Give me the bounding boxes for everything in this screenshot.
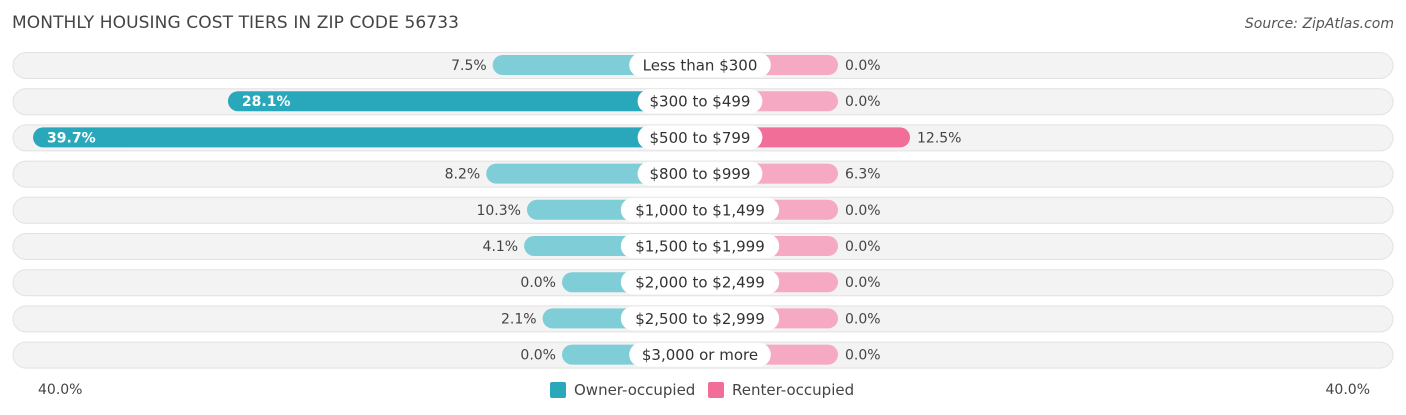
legend-renter: Renter-occupied bbox=[708, 381, 854, 399]
owner-value-label: 4.1% bbox=[483, 239, 519, 255]
renter-value-label: 0.0% bbox=[845, 275, 881, 291]
renter-value-label: 0.0% bbox=[845, 203, 881, 219]
owner-bar bbox=[33, 127, 701, 148]
category-pill bbox=[629, 53, 771, 77]
owner-value-label: 8.2% bbox=[445, 167, 481, 183]
axis-left-label: 40.0% bbox=[38, 382, 83, 398]
renter-value-label: 0.0% bbox=[845, 94, 881, 110]
category-label: $2,000 to $2,499 bbox=[635, 274, 765, 292]
renter-value-label: 0.0% bbox=[845, 58, 881, 74]
category-pill bbox=[637, 125, 763, 150]
axis-right-label: 40.0% bbox=[1325, 382, 1370, 398]
category-label: Less than $300 bbox=[643, 57, 758, 75]
legend-owner-label: Owner-occupied bbox=[574, 381, 696, 399]
renter-value-label: 0.0% bbox=[845, 239, 881, 255]
owner-value-label: 10.3% bbox=[476, 203, 520, 219]
legend-owner-swatch bbox=[550, 382, 566, 398]
category-pill bbox=[620, 197, 780, 222]
category-label: $300 to $499 bbox=[650, 93, 751, 111]
legend-renter-label: Renter-occupied bbox=[732, 381, 855, 399]
owner-value-label: 0.0% bbox=[520, 275, 556, 291]
legend-owner: Owner-occupied bbox=[550, 381, 695, 399]
category-label: $1,000 to $1,499 bbox=[635, 201, 765, 219]
category-pill bbox=[620, 270, 780, 295]
owner-value-label: 28.1% bbox=[242, 94, 291, 110]
chart-title: MONTHLY HOUSING COST TIERS IN ZIP CODE 5… bbox=[12, 13, 460, 33]
source-label: Source: ZipAtlas.com bbox=[1244, 16, 1394, 32]
category-label: $2,500 to $2,999 bbox=[635, 310, 765, 328]
renter-value-label: 12.5% bbox=[917, 130, 961, 146]
diverging-bar-chart: 7.5% 0.0% Less than $300 28.1% 0.0% $300 to $… bbox=[12, 52, 1394, 369]
category-pill bbox=[620, 234, 780, 258]
category-label: $500 to $799 bbox=[650, 129, 751, 147]
category-pill bbox=[637, 161, 763, 186]
renter-value-label: 0.0% bbox=[845, 348, 881, 364]
renter-value-label: 0.0% bbox=[845, 311, 881, 327]
category-pill bbox=[629, 342, 771, 367]
legend-renter-swatch bbox=[708, 382, 724, 398]
owner-value-label: 39.7% bbox=[47, 130, 96, 146]
owner-value-label: 0.0% bbox=[520, 348, 556, 364]
category-label: $3,000 or more bbox=[642, 346, 758, 364]
category-pill bbox=[637, 89, 763, 114]
renter-value-label: 6.3% bbox=[845, 167, 881, 183]
category-pill bbox=[620, 306, 780, 331]
category-label: $1,500 to $1,999 bbox=[635, 238, 765, 256]
category-label: $800 to $999 bbox=[650, 165, 751, 183]
owner-value-label: 7.5% bbox=[451, 58, 487, 74]
owner-bar bbox=[227, 91, 701, 112]
owner-value-label: 2.1% bbox=[501, 311, 537, 327]
